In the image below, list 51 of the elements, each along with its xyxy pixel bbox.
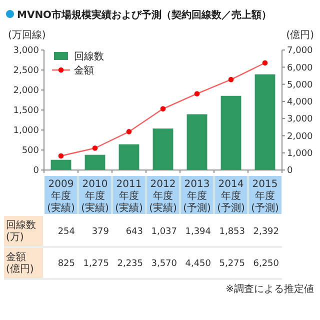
y-tick-label: 0 [33,166,40,176]
y2-tick-label: 3,000 [287,114,314,125]
y2-tick-label: 4,000 [287,98,314,108]
data-label: 254 [58,227,76,237]
data-label: 2,235 [117,259,143,269]
y-axis-title: (万回線) [8,30,46,41]
data-label: 1,853 [219,227,245,237]
chart-title: MVNO市場規模実績および予測（契約回線数／売上額） [17,9,272,21]
legend-label: 金額 [74,64,94,76]
data-label: 3,570 [151,259,178,269]
text: 回線数(万) [6,220,36,243]
data-label: 4,450 [185,259,212,269]
x-tick-label: 2013年度(予測) [183,179,211,214]
legend-label: 回線数 [74,52,104,62]
x-tick-label: 2014年度(予測) [217,179,245,214]
data-label: 379 [92,227,110,237]
bar [152,128,174,170]
y-tick-label: 2,500 [13,66,40,76]
data-label: 643 [126,227,143,237]
data-label: 1,394 [185,227,212,237]
data-label: 1,275 [83,259,109,269]
x-tick-label: 2011年度(実績) [115,179,143,214]
data-label: 825 [58,259,75,269]
bar [118,144,140,170]
y2-tick-label: 2,000 [287,132,314,142]
y2-tick-label: 0 [287,166,293,176]
data-label: 1,037 [151,227,177,237]
data-label: 5,275 [219,259,245,269]
bar [220,96,242,170]
x-tick-label: 2015年度(予測) [251,179,279,214]
y-tick-label: 1,500 [13,106,40,116]
y2-tick-label: 1,000 [287,149,314,160]
y-tick-label: 500 [22,146,40,156]
x-tick-label: 2012年度(実績) [149,179,177,214]
bar [254,74,276,170]
y2-tick-label: 6,000 [287,63,314,74]
bar [84,154,106,170]
y-tick-label: 2,000 [13,86,40,96]
x-tick-label: 2010年度(実績) [81,179,109,214]
bar [186,114,208,170]
y-tick-label: 1,000 [13,126,40,136]
bar [50,160,72,170]
text: ※調査による推定値 [226,283,314,295]
y2-axis-title: (億円) [286,29,314,41]
y-tick-label: 3,000 [13,46,40,56]
text: 金額(億円) [6,251,34,275]
y2-tick-label: 7,000 [287,46,314,56]
data-label: 6,250 [253,259,280,269]
data-label: 2,392 [253,227,279,237]
y2-tick-label: 5,000 [287,80,314,90]
x-tick-label: 2009年度(実績) [47,179,75,214]
